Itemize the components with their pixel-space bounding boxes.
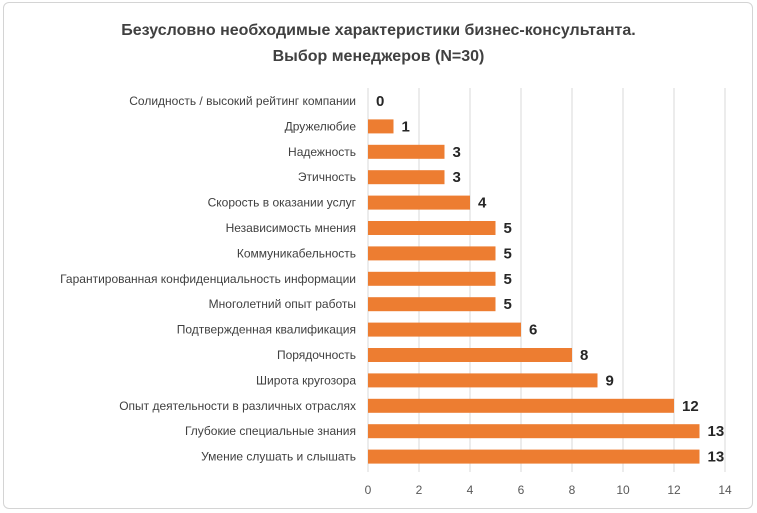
bar — [368, 221, 496, 235]
category-label: Солидность / высокий рейтинг компании — [129, 94, 356, 108]
bar — [368, 322, 521, 337]
data-label: 4 — [478, 195, 487, 212]
x-tick-label: 6 — [518, 483, 525, 497]
category-label: Умение слушать и слышать — [201, 450, 356, 464]
bar — [368, 144, 445, 159]
bar — [368, 449, 700, 464]
bar — [368, 373, 598, 388]
data-label: 13 — [708, 423, 725, 440]
data-label: 12 — [682, 398, 699, 415]
x-tick-label: 8 — [569, 483, 576, 497]
category-label: Широта кругозора — [256, 373, 356, 387]
category-labels: Солидность / высокий рейтинг компании Дру… — [60, 94, 357, 464]
data-label: 9 — [606, 372, 614, 389]
x-tick-label: 10 — [616, 483, 630, 497]
data-label: 3 — [453, 144, 461, 161]
bar — [368, 170, 445, 185]
chart-title: Безусловно необходимые характеристики би… — [0, 18, 757, 70]
data-label: 5 — [504, 220, 512, 237]
x-tick-label: 14 — [718, 483, 732, 497]
category-label: Коммуникабельность — [237, 246, 356, 260]
data-label: 0 — [376, 93, 384, 110]
chart-title-line-2: Выбор менеджеров (N=30) — [272, 48, 485, 65]
data-label: 13 — [708, 449, 725, 466]
data-label: 5 — [504, 296, 512, 313]
bar — [368, 297, 496, 312]
bars — [368, 119, 700, 464]
bar — [368, 348, 572, 362]
data-label: 5 — [504, 271, 512, 288]
x-tick-label: 0 — [365, 483, 372, 497]
data-label: 8 — [580, 347, 588, 364]
bar — [368, 398, 674, 413]
category-label: Этичность — [298, 170, 356, 184]
chart-title-line-1: Безусловно необходимые характеристики би… — [121, 22, 636, 39]
category-label: Подтвержденная квалификация — [177, 323, 356, 337]
x-axis-ticks: 0 2 4 6 8 10 12 14 — [365, 483, 732, 497]
category-label: Дружелюбие — [285, 119, 357, 133]
bar — [368, 424, 700, 439]
data-label: 1 — [402, 118, 410, 135]
category-label: Глубокие специальные знания — [185, 424, 356, 438]
category-label: Независимость мнения — [226, 221, 356, 235]
data-label: 5 — [504, 245, 512, 262]
category-label: Порядочность — [277, 348, 356, 362]
x-tick-label: 12 — [667, 483, 681, 497]
category-label: Скорость в оказании услуг — [208, 196, 357, 210]
category-label: Опыт деятельности в различных отраслях — [119, 399, 356, 413]
category-label: Гарантированная конфиденциальность инфор… — [60, 272, 356, 286]
x-tick-label: 4 — [467, 483, 474, 497]
x-tick-label: 2 — [416, 483, 423, 497]
bar — [368, 119, 394, 134]
bar — [368, 195, 470, 210]
category-label: Многолетний опыт работы — [209, 297, 356, 311]
bar — [368, 271, 496, 286]
data-label: 3 — [453, 169, 461, 186]
category-label: Надежность — [288, 145, 356, 159]
bar — [368, 246, 496, 261]
data-label: 6 — [529, 322, 537, 339]
